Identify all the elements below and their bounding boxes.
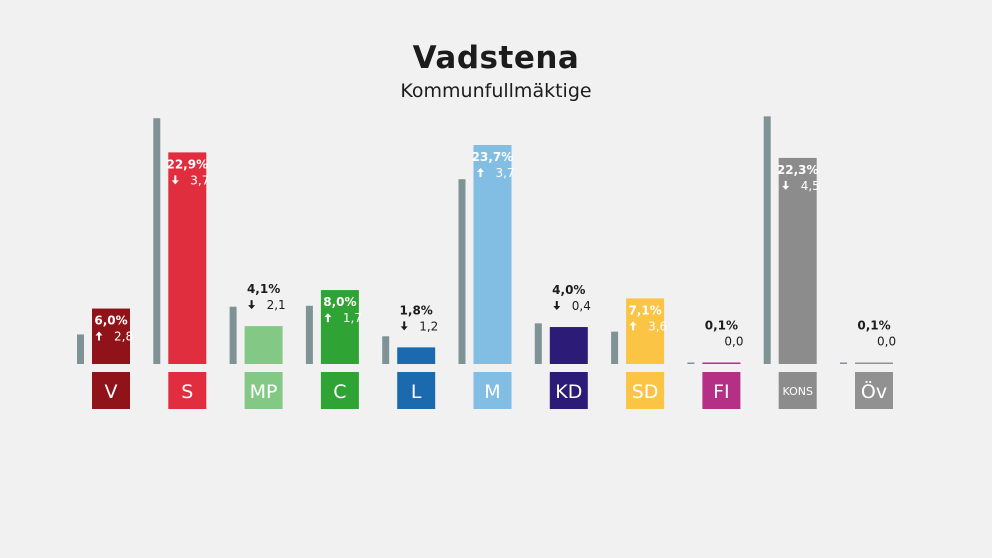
value-label-mp: 4,1% — [247, 282, 280, 296]
change-arrow-s — [171, 175, 179, 185]
party-tag-mp — [244, 372, 283, 409]
value-label-s: 22,9% — [166, 157, 208, 171]
party-tag-kd — [549, 372, 588, 409]
value-label-c: 8,0% — [323, 295, 356, 309]
change-label-v: 0,0 — [877, 335, 896, 349]
party-label-fi: FI — [713, 381, 730, 403]
party-tag-m — [473, 372, 512, 409]
change-label-sd: 3,6 — [648, 319, 667, 333]
change-arrow-v — [95, 331, 103, 341]
change-label-kd: 0,4 — [572, 299, 591, 313]
party-label-kd: KD — [555, 381, 582, 403]
party-tag-c — [320, 372, 359, 409]
value-label-kd: 4,0% — [552, 283, 585, 297]
change-label-m: 3,7 — [496, 166, 515, 180]
change-label-v: 2,8 — [114, 330, 133, 344]
party-label-v: Öv — [861, 380, 887, 403]
previous-bar-fi — [687, 362, 695, 364]
party-label-m: M — [484, 381, 500, 403]
previous-bar-v — [77, 334, 84, 364]
previous-bar-v — [840, 362, 847, 364]
party-tag-s — [168, 372, 207, 409]
party-tag-v — [855, 372, 893, 409]
result-bar-l — [397, 347, 436, 364]
change-label-fi: 0,0 — [724, 335, 743, 349]
party-label-l: L — [411, 381, 422, 403]
party-label-c: C — [333, 381, 346, 403]
change-arrow-sd — [629, 321, 637, 331]
value-label-kons: 22,3% — [777, 163, 819, 177]
party-label-s: S — [181, 381, 193, 403]
change-label-s: 3,7 — [190, 173, 209, 187]
value-label-l: 1,8% — [400, 303, 433, 317]
value-label-v: 0,1% — [857, 319, 890, 333]
previous-bar-sd — [611, 331, 619, 364]
party-tag-sd — [626, 372, 665, 409]
result-bar-kd — [549, 327, 588, 364]
change-label-mp: 2,1 — [267, 298, 286, 312]
result-bar-c — [320, 290, 359, 364]
party-tag-kons — [778, 372, 817, 409]
change-arrow-mp — [248, 300, 256, 310]
result-bar-fi — [702, 362, 741, 364]
previous-bar-c — [305, 305, 313, 364]
change-label-kons: 4,5 — [801, 179, 820, 193]
value-label-v: 6,0% — [94, 314, 127, 328]
previous-bar-kons — [763, 116, 771, 364]
result-bar-v — [855, 362, 893, 364]
change-arrow-m — [477, 168, 484, 177]
party-tag-l — [397, 372, 436, 409]
previous-bar-l — [382, 336, 390, 364]
value-label-m: 23,7% — [472, 150, 514, 164]
party-tag-fi — [702, 372, 741, 409]
value-label-sd: 7,1% — [628, 303, 661, 317]
chart-title: Vadstena — [412, 40, 580, 76]
party-label-mp: MP — [250, 381, 278, 403]
change-arrow-kd — [553, 301, 561, 311]
result-bar-m — [473, 145, 512, 364]
result-bar-kons — [778, 157, 817, 364]
change-label-c: 1,7 — [343, 311, 362, 325]
result-bar-s — [168, 152, 207, 364]
previous-bar-m — [458, 179, 466, 364]
party-tag-v — [92, 372, 130, 409]
previous-bar-s — [153, 118, 161, 364]
party-label-v: V — [105, 381, 118, 403]
party-label-kons: KONS — [782, 385, 812, 398]
party-label-sd: SD — [632, 381, 659, 403]
chart-subtitle: Kommunfullmäktige — [400, 80, 592, 102]
change-label-l: 1,2 — [419, 319, 438, 333]
result-bar-sd — [626, 298, 665, 364]
previous-bar-kd — [534, 323, 542, 364]
previous-bar-mp — [229, 306, 237, 364]
value-label-fi: 0,1% — [705, 319, 738, 333]
change-arrow-kons — [782, 180, 790, 190]
result-bar-mp — [244, 326, 283, 364]
change-arrow-l — [400, 321, 408, 331]
change-arrow-c — [324, 313, 332, 323]
